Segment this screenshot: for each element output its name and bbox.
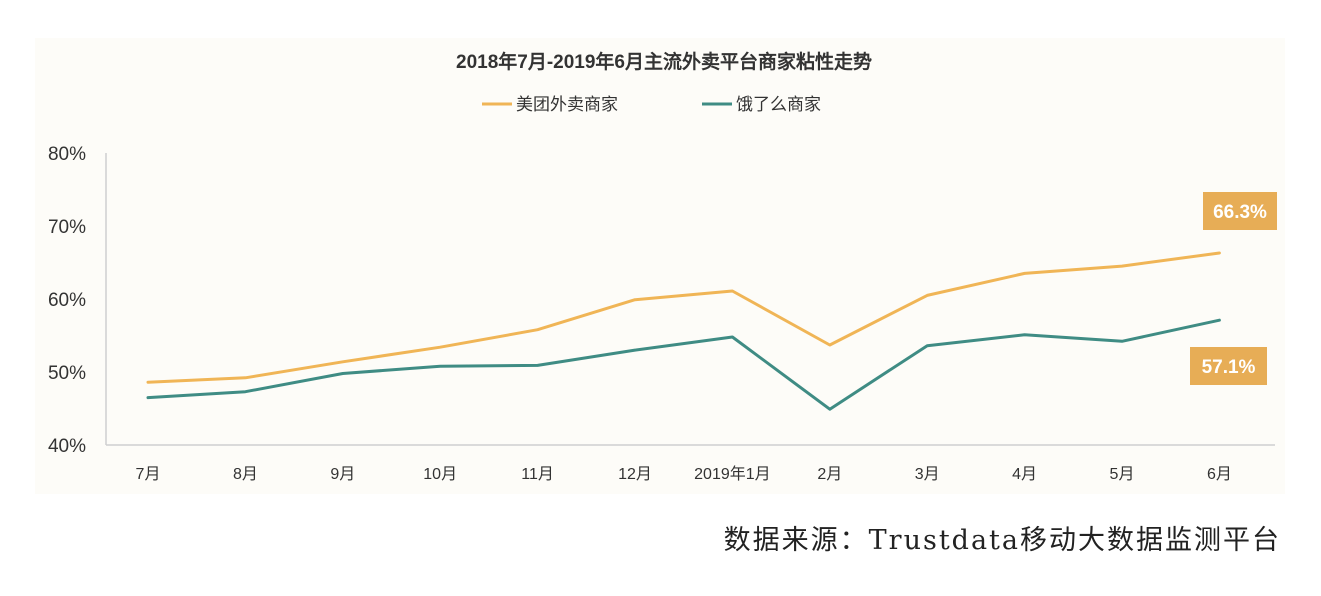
x-tick-label: 2019年1月 (694, 465, 771, 483)
x-tick-label: 3月 (915, 466, 940, 483)
x-tick-label: 11月 (521, 466, 554, 483)
series-line (146, 251, 1221, 384)
legend-label: 美团外卖商家 (516, 95, 618, 114)
x-tick-label: 9月 (330, 466, 355, 483)
end-label: 66.3% (1213, 202, 1267, 223)
end-label-box (1190, 347, 1267, 385)
y-tick-label: 50% (48, 363, 86, 384)
x-tick-label: 6月 (1207, 466, 1232, 483)
end-label-box (1203, 192, 1277, 230)
x-tick-label: 8月 (233, 466, 258, 483)
series-line (146, 318, 1221, 411)
axes: 40% 50% 60% 70% 80% 7月 8月 9月 10月 11月 12月 2019年1月 2月 3… (48, 144, 1275, 483)
x-tick-label: 12月 (618, 466, 652, 483)
series-layer (146, 251, 1221, 411)
x-tick-label: 5月 (1110, 466, 1135, 483)
y-tick-label: 60% (48, 290, 86, 311)
source-note: 数据来源：Trustdata移动大数据监测平台 (723, 525, 1281, 556)
chart-title: 2018年7月-2019年6月主流外卖平台商家粘性走势 (456, 50, 872, 73)
x-tick-label: 2月 (817, 466, 842, 483)
y-tick-label: 80% (48, 144, 86, 165)
x-tick-label: 4月 (1012, 466, 1037, 483)
y-tick-label: 40% (48, 436, 86, 457)
end-label: 57.1% (1202, 357, 1256, 378)
line-chart: 2018年7月-2019年6月主流外卖平台商家粘性走势 美团外卖商家 饿了么商家 … (48, 50, 1277, 483)
legend-label: 饿了么商家 (736, 95, 821, 114)
chart-panel (35, 38, 1285, 494)
x-tick-label: 10月 (423, 466, 457, 483)
legend: 美团外卖商家 饿了么商家 (482, 95, 821, 114)
end-labels: 66.3% 57.1% (1190, 192, 1277, 385)
y-tick-label: 70% (48, 217, 86, 238)
x-tick-label: 7月 (136, 466, 161, 483)
